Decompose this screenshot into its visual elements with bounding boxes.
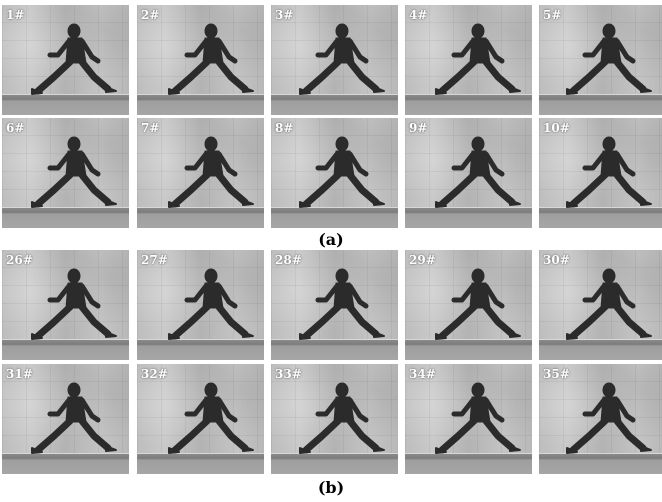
wall-background	[2, 364, 129, 454]
video-frame: 3#	[271, 5, 398, 115]
pavement	[271, 95, 398, 115]
frame-number-label: 6#	[6, 121, 25, 135]
wall-background	[2, 5, 129, 95]
wall-background	[271, 250, 398, 340]
frame-number-label: 1#	[6, 8, 25, 22]
pavement	[405, 340, 532, 360]
wall-background	[539, 5, 662, 95]
frame-number-label: 10#	[543, 121, 570, 135]
video-frame: 6#	[2, 118, 129, 228]
frame-number-label: 9#	[409, 121, 428, 135]
wall-background	[271, 5, 398, 95]
pavement	[405, 95, 532, 115]
video-frame: 34#	[405, 364, 532, 474]
video-frame: 2#	[137, 5, 264, 115]
pavement	[2, 208, 129, 228]
video-frame: 32#	[137, 364, 264, 474]
panel-caption: (b)	[317, 478, 345, 497]
frame-number-label: 29#	[409, 253, 436, 267]
video-frame: 27#	[137, 250, 264, 360]
wall-background	[271, 118, 398, 208]
frame-number-label: 5#	[543, 8, 562, 22]
wall-background	[271, 364, 398, 454]
video-frame: 30#	[539, 250, 662, 360]
pavement	[137, 454, 264, 474]
video-frame: 4#	[405, 5, 532, 115]
pavement	[539, 208, 662, 228]
frame-number-label: 30#	[543, 253, 570, 267]
video-frame: 28#	[271, 250, 398, 360]
video-frame: 7#	[137, 118, 264, 228]
wall-background	[2, 118, 129, 208]
frame-number-label: 2#	[141, 8, 160, 22]
frame-number-label: 7#	[141, 121, 160, 135]
frame-number-label: 34#	[409, 367, 436, 381]
pavement	[137, 208, 264, 228]
pavement	[2, 340, 129, 360]
frame-number-label: 31#	[6, 367, 33, 381]
frame-number-label: 8#	[275, 121, 294, 135]
video-frame: 1#	[2, 5, 129, 115]
pavement	[2, 454, 129, 474]
pavement	[405, 208, 532, 228]
pavement	[137, 340, 264, 360]
frame-number-label: 26#	[6, 253, 33, 267]
frame-number-label: 35#	[543, 367, 570, 381]
pavement	[271, 208, 398, 228]
frame-number-label: 3#	[275, 8, 294, 22]
pavement	[2, 95, 129, 115]
video-frame: 35#	[539, 364, 662, 474]
wall-background	[2, 250, 129, 340]
frame-number-label: 27#	[141, 253, 168, 267]
frame-number-label: 33#	[275, 367, 302, 381]
pavement	[137, 95, 264, 115]
pavement	[539, 340, 662, 360]
pavement	[539, 95, 662, 115]
video-frame: 33#	[271, 364, 398, 474]
frame-number-label: 32#	[141, 367, 168, 381]
frame-number-label: 4#	[409, 8, 428, 22]
panel-caption: (a)	[318, 230, 344, 249]
video-frame: 9#	[405, 118, 532, 228]
pavement	[405, 454, 532, 474]
pavement	[539, 454, 662, 474]
video-frame: 26#	[2, 250, 129, 360]
wall-background	[539, 250, 662, 340]
wall-background	[539, 118, 662, 208]
video-frame: 5#	[539, 5, 662, 115]
video-frame: 31#	[2, 364, 129, 474]
video-frame: 29#	[405, 250, 532, 360]
frame-number-label: 28#	[275, 253, 302, 267]
pavement	[271, 454, 398, 474]
pavement	[271, 340, 398, 360]
wall-background	[539, 364, 662, 454]
video-frame: 8#	[271, 118, 398, 228]
video-frame: 10#	[539, 118, 662, 228]
